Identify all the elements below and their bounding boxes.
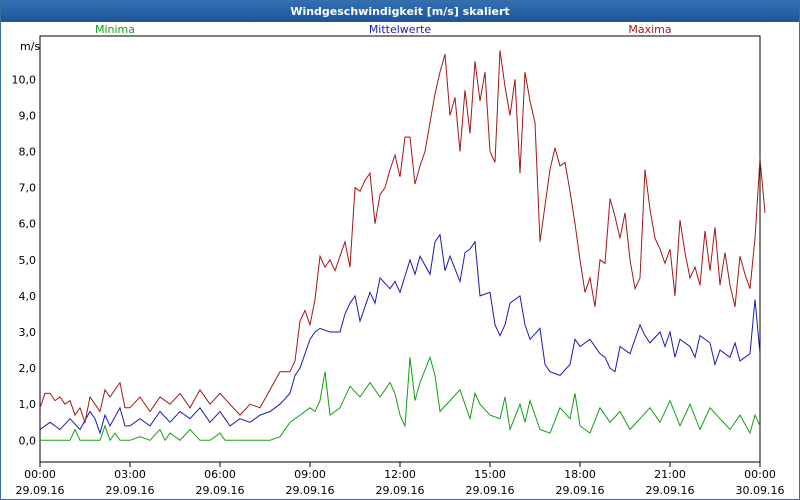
x-tick-date: 30.09.16 [736,484,785,497]
y-tick-label: 0,0 [19,434,37,447]
legend-minima: Minima [95,23,135,36]
x-tick-date: 29.09.16 [16,484,65,497]
y-axis-label: m/s [20,40,40,53]
y-tick-label: 6,0 [19,218,37,231]
legend-mittelwerte: Mittelwerte [369,23,432,36]
x-tick-time: 00:00 [24,468,56,481]
y-tick-label: 5,0 [19,254,37,267]
y-tick-label: 10,0 [12,73,37,86]
legend-maxima: Maxima [628,23,671,36]
x-tick-date: 29.09.16 [466,484,515,497]
x-tick-time: 15:00 [474,468,506,481]
series-line-minima [40,355,761,442]
x-tick-date: 29.09.16 [196,484,245,497]
series-line-maxima [39,50,766,425]
x-tick-time: 00:00 [744,468,776,481]
x-tick-date: 29.09.16 [556,484,605,497]
y-tick-label: 7,0 [19,182,37,195]
series-line-mittelwerte [39,233,761,435]
x-tick-date: 29.09.16 [646,484,695,497]
x-tick-time: 12:00 [384,468,416,481]
x-tick-time: 06:00 [204,468,236,481]
y-tick-label: 3,0 [19,326,37,339]
x-tick-time: 09:00 [294,468,326,481]
x-tick-date: 29.09.16 [286,484,335,497]
y-tick-label: 9,0 [19,109,37,122]
x-tick-time: 18:00 [564,468,596,481]
x-tick-date: 29.09.16 [106,484,155,497]
chart-title: Windgeschwindigkeit [m/s] skaliert [1,1,799,22]
x-tick-time: 03:00 [114,468,146,481]
y-tick-label: 4,0 [19,290,37,303]
y-tick-label: 2,0 [19,362,37,375]
x-tick-date: 29.09.16 [376,484,425,497]
x-tick-time: 21:00 [654,468,686,481]
y-tick-label: 1,0 [19,398,37,411]
plot-area [39,35,761,463]
y-tick-label: 8,0 [19,146,37,159]
